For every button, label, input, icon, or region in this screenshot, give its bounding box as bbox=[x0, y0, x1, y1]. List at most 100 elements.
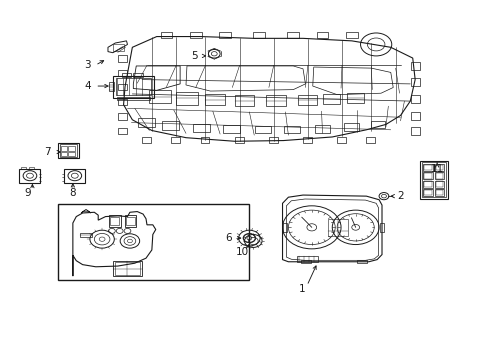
Bar bbox=[424, 173, 431, 179]
Bar bbox=[435, 173, 442, 179]
Bar bbox=[118, 69, 127, 76]
Bar bbox=[205, 94, 224, 105]
Bar bbox=[410, 127, 419, 135]
Bar bbox=[410, 95, 419, 103]
Bar bbox=[110, 217, 119, 225]
Bar bbox=[113, 261, 142, 276]
Bar bbox=[297, 256, 317, 262]
Bar bbox=[287, 32, 299, 39]
Bar bbox=[423, 164, 432, 171]
Bar bbox=[189, 32, 201, 39]
Bar bbox=[118, 99, 127, 105]
Bar bbox=[161, 121, 178, 130]
Bar bbox=[345, 32, 357, 39]
Bar bbox=[118, 55, 127, 62]
Bar bbox=[80, 233, 92, 237]
Bar bbox=[434, 172, 443, 179]
Bar bbox=[29, 167, 34, 169]
Bar bbox=[253, 32, 264, 39]
Bar bbox=[58, 204, 249, 280]
Bar bbox=[115, 262, 140, 275]
Bar bbox=[268, 137, 277, 143]
Bar bbox=[124, 215, 136, 226]
Bar bbox=[421, 162, 446, 197]
Bar bbox=[300, 260, 311, 263]
Bar bbox=[346, 93, 363, 103]
Bar bbox=[118, 113, 127, 120]
Bar bbox=[379, 223, 383, 232]
Bar bbox=[366, 137, 374, 143]
Bar bbox=[410, 112, 419, 120]
Bar bbox=[219, 32, 230, 39]
Bar bbox=[344, 123, 358, 131]
Text: 3: 3 bbox=[84, 60, 91, 70]
Text: 10: 10 bbox=[236, 247, 248, 257]
Bar bbox=[118, 84, 127, 90]
Text: 11: 11 bbox=[429, 163, 443, 174]
Text: 1: 1 bbox=[298, 284, 305, 294]
Bar bbox=[328, 220, 347, 235]
Bar bbox=[234, 95, 254, 107]
Bar bbox=[298, 95, 316, 105]
Bar bbox=[117, 97, 150, 100]
Bar bbox=[424, 181, 431, 187]
Bar bbox=[61, 152, 67, 156]
Bar bbox=[434, 181, 443, 188]
Bar bbox=[255, 126, 270, 134]
Bar bbox=[58, 143, 79, 158]
Bar bbox=[410, 78, 419, 86]
Text: 5: 5 bbox=[191, 51, 198, 61]
Text: 9: 9 bbox=[24, 188, 31, 198]
Bar bbox=[171, 137, 180, 143]
Bar bbox=[19, 168, 40, 183]
Bar bbox=[118, 128, 127, 134]
Text: 8: 8 bbox=[69, 188, 76, 198]
Bar bbox=[21, 167, 26, 169]
Bar bbox=[284, 126, 300, 134]
Bar bbox=[142, 137, 151, 143]
Bar bbox=[356, 260, 366, 263]
Bar bbox=[113, 44, 123, 51]
Bar bbox=[60, 144, 77, 157]
Bar bbox=[176, 92, 198, 105]
Bar bbox=[435, 165, 442, 170]
Bar bbox=[200, 137, 209, 143]
Bar bbox=[266, 95, 285, 107]
Bar bbox=[68, 152, 75, 156]
Bar bbox=[61, 146, 67, 150]
Bar bbox=[322, 94, 339, 104]
Bar bbox=[109, 82, 114, 91]
Bar bbox=[138, 118, 155, 127]
Bar bbox=[64, 168, 84, 183]
Bar bbox=[424, 165, 431, 170]
Bar bbox=[234, 137, 243, 143]
Bar bbox=[149, 90, 171, 103]
Bar bbox=[282, 223, 287, 232]
Bar bbox=[133, 73, 143, 77]
Bar bbox=[113, 76, 154, 98]
Bar bbox=[336, 137, 345, 143]
Bar bbox=[68, 146, 75, 150]
Bar bbox=[424, 190, 431, 195]
Bar bbox=[126, 217, 135, 225]
Bar bbox=[222, 125, 239, 133]
Bar bbox=[316, 32, 328, 39]
Bar bbox=[434, 189, 443, 196]
Bar bbox=[434, 164, 443, 171]
Text: 7: 7 bbox=[43, 147, 50, 157]
Bar bbox=[419, 161, 447, 199]
Text: 6: 6 bbox=[225, 233, 232, 243]
Bar bbox=[160, 32, 172, 39]
Bar bbox=[423, 172, 432, 179]
Text: 4: 4 bbox=[84, 81, 91, 91]
Bar bbox=[109, 215, 121, 226]
Bar bbox=[303, 137, 311, 143]
Bar bbox=[423, 189, 432, 196]
Bar bbox=[315, 126, 329, 133]
Bar bbox=[122, 73, 131, 77]
Bar bbox=[193, 124, 210, 132]
Bar bbox=[435, 181, 442, 187]
Bar bbox=[116, 78, 151, 95]
Text: 2: 2 bbox=[396, 191, 403, 201]
Bar bbox=[423, 181, 432, 188]
